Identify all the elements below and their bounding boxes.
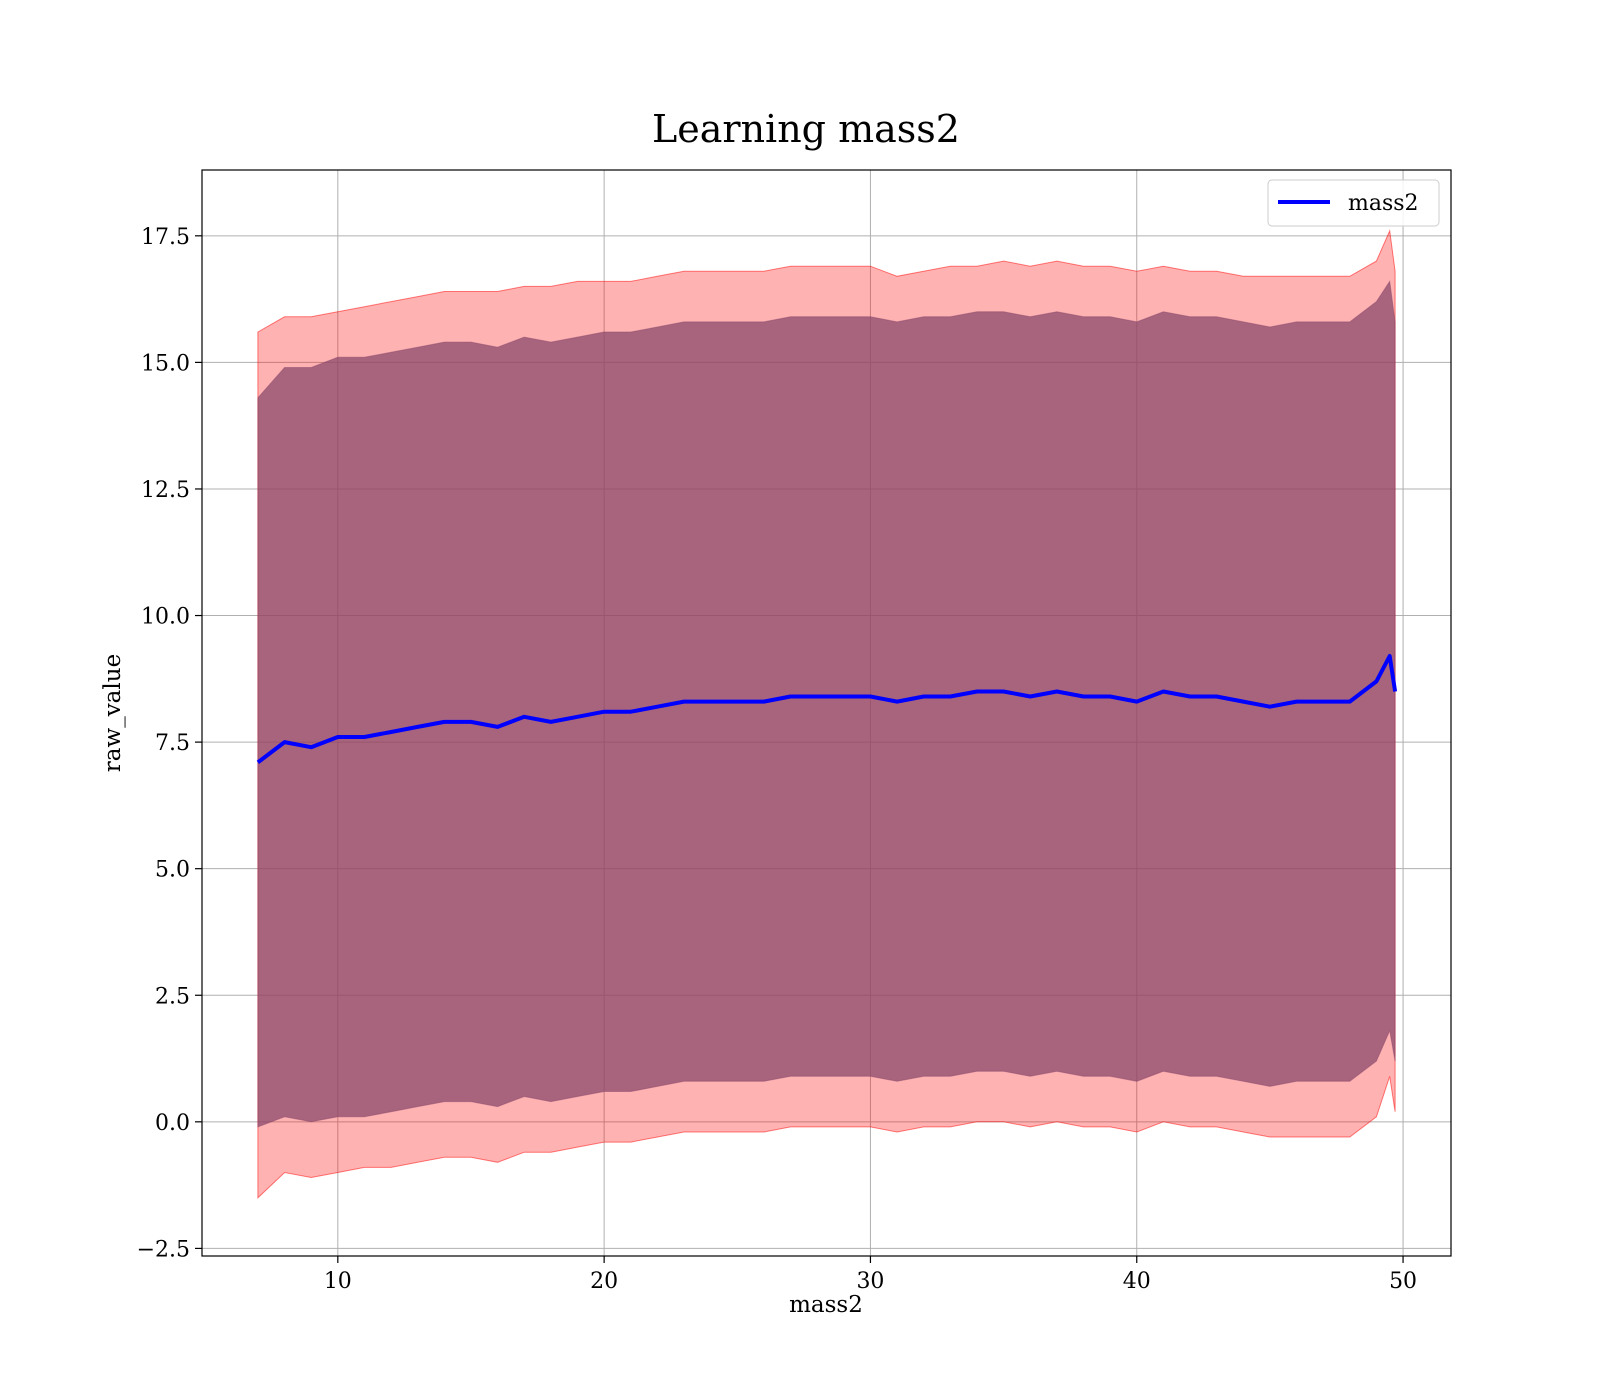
legend: mass2	[1267, 179, 1440, 227]
plot-frame	[201, 169, 1452, 1257]
inner-band	[257, 280, 1396, 1128]
y-axis: −2.5 0.0 2.5 5.0 7.5 10.0 12.5 15.0 17.5	[137, 225, 202, 1262]
series-line-mass2	[256, 654, 1398, 764]
x-tick-label: 30	[856, 1269, 884, 1294]
y-tick-label: 17.5	[141, 225, 190, 250]
legend-box	[1267, 179, 1440, 227]
x-tick-label: 10	[324, 1269, 352, 1294]
y-tick-label: 10.0	[141, 605, 190, 630]
y-tick-label: 15.0	[141, 351, 190, 376]
x-axis-label: mass2	[789, 1292, 863, 1318]
chart-title: Learning mass2	[652, 107, 960, 151]
y-tick-label: 7.5	[155, 731, 190, 756]
x-axis: 10 20 30 40 50	[324, 1256, 1417, 1294]
band-layer	[257, 228, 1396, 1199]
x-tick-label: 20	[590, 1269, 618, 1294]
y-tick-label: 5.0	[155, 858, 190, 883]
x-tick-label: 50	[1389, 1269, 1417, 1294]
line-layer	[256, 654, 1398, 764]
x-tick-label: 40	[1123, 1269, 1151, 1294]
y-tick-label: 0.0	[155, 1111, 190, 1136]
y-tick-label: 2.5	[155, 984, 190, 1009]
legend-label: mass2	[1348, 191, 1419, 216]
y-tick-label: −2.5	[137, 1237, 190, 1262]
y-tick-label: 12.5	[141, 478, 190, 503]
y-axis-label: raw_value	[100, 654, 126, 772]
